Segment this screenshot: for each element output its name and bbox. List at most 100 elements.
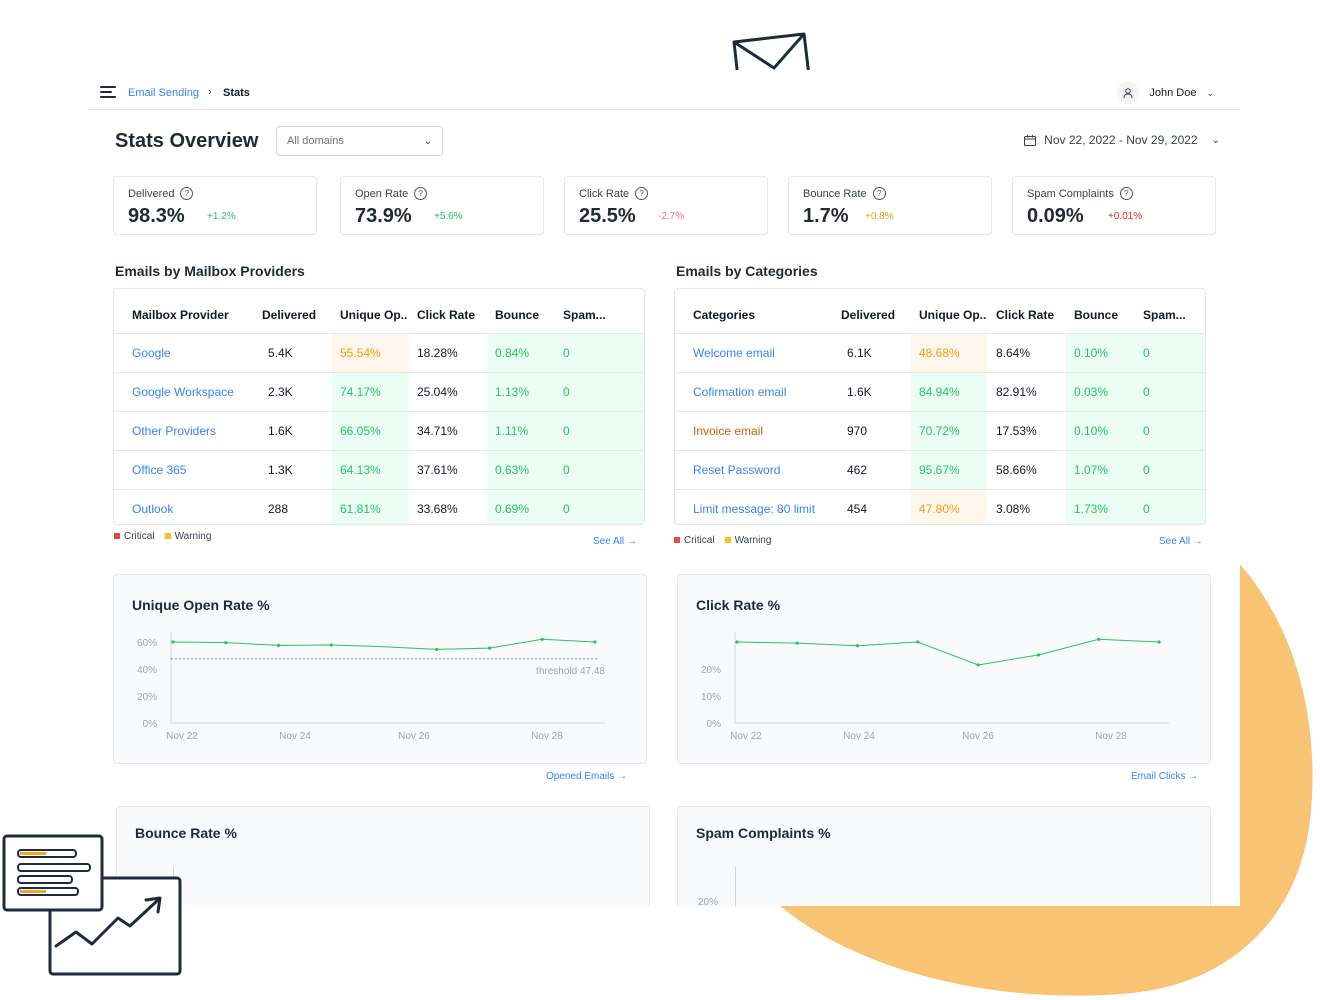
breadcrumb-email-sending[interactable]: Email Sending <box>128 87 199 99</box>
menu-icon[interactable] <box>100 86 116 98</box>
table-row: Google Workspace 2.3K 74.17% 25.04% 1.13% 0 <box>114 372 644 411</box>
kpi-spam-complaints: Spam Complaints? 0.09% +0.01% <box>1012 176 1216 235</box>
table-cell: 37.61% <box>417 463 458 477</box>
table-cell: 18.28% <box>417 346 458 360</box>
data-point <box>735 640 739 644</box>
table-cell: 0.03% <box>1066 373 1135 411</box>
table-cell: 66.05% <box>332 412 409 450</box>
column-header[interactable]: Delivered <box>262 308 317 322</box>
categories-table: Categories Delivered Unique Op.. Click Rate… <box>674 288 1206 525</box>
table-cell: 0 <box>1135 490 1205 524</box>
kpi-label: Bounce Rate <box>803 187 867 200</box>
top-bar: Email Sending › Stats John Doe ⌄ <box>88 70 1240 110</box>
table-cell: 3.08% <box>996 502 1031 516</box>
data-point <box>171 640 175 644</box>
table-cell: 70.72% <box>911 412 987 450</box>
column-header[interactable]: Categories <box>693 308 756 322</box>
help-icon[interactable]: ? <box>180 187 194 200</box>
legend-critical: Critical <box>674 535 715 546</box>
domain-select-value: All domains <box>287 135 344 147</box>
table-cell: 0 <box>555 334 644 372</box>
column-header[interactable]: Click Rate <box>417 308 476 322</box>
row-name-link[interactable]: Office 365 <box>132 463 187 477</box>
opened-emails-link[interactable]: Opened Emails → <box>546 771 628 782</box>
table-cell: 1.6K <box>847 385 872 399</box>
y-tick-label: 60% <box>137 638 157 649</box>
table-cell: 0.10% <box>1066 412 1135 450</box>
row-name-link[interactable]: Reset Password <box>693 463 781 477</box>
column-header[interactable]: Unique Op.. <box>340 308 408 322</box>
chart-doc-illustration <box>2 834 182 976</box>
data-point <box>916 640 920 644</box>
table-cell: 82.91% <box>996 385 1037 399</box>
table-cell: 0 <box>1135 451 1205 489</box>
y-tick-label: 10% <box>701 692 721 703</box>
help-icon[interactable]: ? <box>872 187 886 200</box>
date-range-picker[interactable]: Nov 22, 2022 - Nov 29, 2022 ⌄ <box>1024 132 1220 148</box>
table-cell: 1.07% <box>1066 451 1135 489</box>
column-header[interactable]: Spam... <box>1143 308 1186 322</box>
column-header[interactable]: Click Rate <box>996 308 1055 322</box>
categories-see-all-link[interactable]: See All → <box>1159 536 1203 547</box>
chevron-down-icon: ⌄ <box>1211 134 1220 146</box>
kpi-label: Open Rate <box>355 187 409 200</box>
kpi-delta: +0.01% <box>1108 211 1143 222</box>
kpi-click-rate: Click Rate? 25.5% -2.7% <box>564 176 768 235</box>
table-cell: 0.69% <box>487 490 555 524</box>
table-cell: 0.84% <box>487 334 555 372</box>
table-row: Outlook 288 61.81% 33.68% 0.69% 0 <box>114 489 644 524</box>
data-point <box>1097 637 1101 641</box>
series-line <box>736 638 1160 666</box>
table-cell: 0 <box>555 412 644 450</box>
table-cell: 0 <box>1135 412 1205 450</box>
critical-swatch <box>114 533 120 539</box>
row-name-link[interactable]: Other Providers <box>132 424 217 438</box>
kpi-value: 1.7% <box>803 205 849 227</box>
row-name-link[interactable]: Invoice email <box>693 424 764 438</box>
table-cell: 1.13% <box>487 373 555 411</box>
data-point <box>795 641 799 645</box>
chart-title: Bounce Rate % <box>135 825 237 841</box>
user-menu[interactable]: John Doe ⌄ <box>1117 82 1214 104</box>
providers-see-all-link[interactable]: See All → <box>593 536 637 547</box>
help-icon[interactable]: ? <box>1119 187 1133 200</box>
domain-select[interactable]: All domains ⌄ <box>276 126 443 156</box>
table-cell: 0 <box>1135 334 1205 372</box>
row-name-link[interactable]: Limit message: 80 limit <box>693 502 816 516</box>
table-cell: 58.66% <box>996 463 1037 477</box>
click-rate-plot: 20% 10% 0% Nov 22 Nov 24 Nov 26 Nov 28 <box>701 632 1169 742</box>
row-name-link[interactable]: Google Workspace <box>132 385 234 399</box>
table-cell: 8.64% <box>996 346 1031 360</box>
row-name-link[interactable]: Welcome email <box>693 346 775 360</box>
table-cell: 95.67% <box>911 451 987 489</box>
x-tick-label: Nov 24 <box>279 731 311 742</box>
row-name-link[interactable]: Google <box>132 346 171 360</box>
column-header[interactable]: Unique Op.. <box>919 308 987 322</box>
table-cell: 74.17% <box>332 373 409 411</box>
help-icon[interactable]: ? <box>414 187 428 200</box>
x-tick-label: Nov 26 <box>398 731 430 742</box>
email-clicks-link[interactable]: Email Clicks → <box>1131 771 1199 782</box>
column-header[interactable]: Mailbox Provider <box>132 308 229 322</box>
help-icon[interactable]: ? <box>635 187 649 200</box>
kpi-value: 0.09% <box>1027 205 1084 227</box>
x-tick-label: Nov 24 <box>843 731 875 742</box>
table-cell: 47.80% <box>911 490 987 524</box>
chart-title: Spam Complaints % <box>696 825 831 841</box>
table-cell: 17.53% <box>996 424 1037 438</box>
data-point <box>276 643 281 647</box>
column-header[interactable]: Delivered <box>841 308 896 322</box>
providers-title: Emails by Mailbox Providers <box>115 263 305 279</box>
column-header[interactable]: Bounce <box>1074 308 1119 322</box>
row-name-link[interactable]: Outlook <box>132 502 174 516</box>
table-cell: 84.94% <box>911 373 987 411</box>
y-tick-label: 20% <box>701 665 721 676</box>
x-tick-label: Nov 28 <box>531 731 563 742</box>
column-header[interactable]: Spam... <box>563 308 606 322</box>
column-header[interactable]: Bounce <box>495 308 540 322</box>
x-tick-label: Nov 22 <box>730 731 762 742</box>
spam-complaints-chart: Spam Complaints % 20% <box>677 806 1211 906</box>
table-row: Office 365 1.3K 64.13% 37.61% 0.63% 0 <box>114 450 644 489</box>
table-header-row: Categories Delivered Unique Op.. Click Rate… <box>675 297 1205 333</box>
row-name-link[interactable]: Cofirmation email <box>693 385 787 399</box>
